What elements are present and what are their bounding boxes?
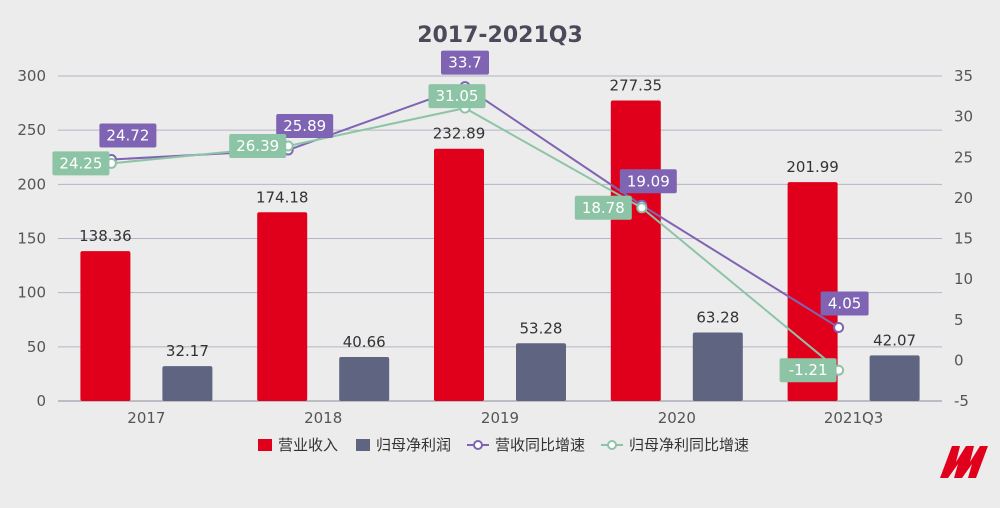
y-right-tick-label: 30 — [954, 108, 973, 126]
y-right-tick-label: 20 — [954, 189, 973, 207]
y-left-tick-label: 200 — [17, 175, 46, 193]
gridlines — [58, 75, 942, 402]
bar-data-label: 232.89 — [433, 125, 486, 143]
logo-mark — [940, 446, 988, 478]
line-data-label: 24.25 — [59, 154, 102, 172]
line-label-box — [229, 133, 287, 158]
bar-net-profit — [162, 366, 213, 401]
line-label-box — [820, 291, 869, 316]
line-label-box — [779, 358, 837, 383]
legend-swatch — [258, 439, 272, 451]
line-point — [833, 321, 845, 333]
line-label-box — [574, 195, 632, 220]
bar-revenue — [610, 100, 661, 401]
line-label-box — [99, 123, 157, 148]
x-tick-label: 2020 — [658, 409, 696, 427]
line-label-box — [441, 50, 489, 75]
legend-label: 归母净利同比增速 — [629, 436, 749, 454]
line-label-box — [52, 151, 110, 176]
line-data-label: 25.89 — [283, 117, 326, 135]
bar-data-label: 201.99 — [786, 158, 839, 176]
line-label-box — [619, 169, 677, 194]
y-left-tick-label: 100 — [17, 284, 46, 302]
chart-title: 2017-2021Q3 — [417, 23, 583, 48]
bar-data-label: 174.18 — [256, 188, 309, 206]
y-right-tick-label: 5 — [954, 311, 964, 329]
y-left-tick-label: 150 — [17, 230, 46, 248]
legend-label: 营业收入 — [278, 436, 338, 454]
bar-revenue — [80, 251, 131, 401]
line-data-label: 4.05 — [828, 294, 861, 312]
legend-label: 营收同比增速 — [495, 436, 585, 454]
x-tick-label: 2018 — [304, 409, 342, 427]
line-label-box — [428, 84, 486, 109]
line-data-label: 26.39 — [236, 137, 279, 155]
bar-net-profit — [339, 356, 390, 401]
legend-swatch — [356, 439, 370, 451]
y-left-tick-label: 300 — [17, 67, 46, 85]
bar-data-label: 53.28 — [520, 319, 563, 337]
line-data-label: 31.05 — [436, 87, 479, 105]
bar-net-profit — [692, 332, 743, 401]
bar-data-label: 42.07 — [873, 331, 916, 349]
y-right-tick-label: 35 — [954, 67, 973, 85]
line-label-box — [276, 114, 334, 139]
line-data-label: 18.78 — [582, 199, 625, 217]
brand-logo — [940, 446, 988, 478]
y-right-tick-label: 15 — [954, 230, 973, 248]
y-right-tick-label: -5 — [954, 392, 969, 410]
y-right-tick-label: 0 — [954, 351, 964, 369]
legend-label: 归母净利润 — [376, 436, 451, 454]
line-data-label: 24.72 — [106, 127, 149, 145]
legend-marker — [473, 440, 483, 450]
bar-revenue — [787, 182, 838, 401]
x-tick-label: 2017 — [127, 409, 165, 427]
y-left-tick-label: 0 — [36, 392, 46, 410]
line-data-label: 33.7 — [448, 54, 481, 72]
bar-data-label: 32.17 — [166, 342, 209, 360]
bar-net-profit — [516, 343, 566, 401]
y-right-tick-label: 25 — [954, 148, 973, 166]
line-point — [636, 202, 648, 214]
y-left-tick-label: 50 — [27, 338, 46, 356]
legend-marker — [607, 440, 617, 450]
legend: 营业收入 归母净利润 营收同比增速 归母净利同比增速 — [258, 436, 749, 454]
bar-revenue — [434, 148, 484, 401]
bar-revenue — [257, 212, 308, 401]
x-tick-label: 2019 — [481, 409, 519, 427]
bar-net-profit — [869, 355, 920, 401]
line-data-label: -1.21 — [789, 361, 828, 379]
bar-data-label: 277.35 — [610, 77, 663, 95]
x-tick-label: 2021Q3 — [824, 409, 884, 427]
y-left-tick-label: 250 — [17, 121, 46, 139]
y-right-tick-label: 10 — [954, 270, 973, 288]
data-labels: 138.36 174.18 232.89 277.35 201.99 32.17 40.66… — [52, 50, 916, 383]
line-data-label: 19.09 — [627, 172, 670, 190]
bar-data-label: 138.36 — [79, 227, 132, 245]
bar-data-label: 40.66 — [343, 333, 386, 351]
bar-data-label: 63.28 — [696, 308, 739, 326]
